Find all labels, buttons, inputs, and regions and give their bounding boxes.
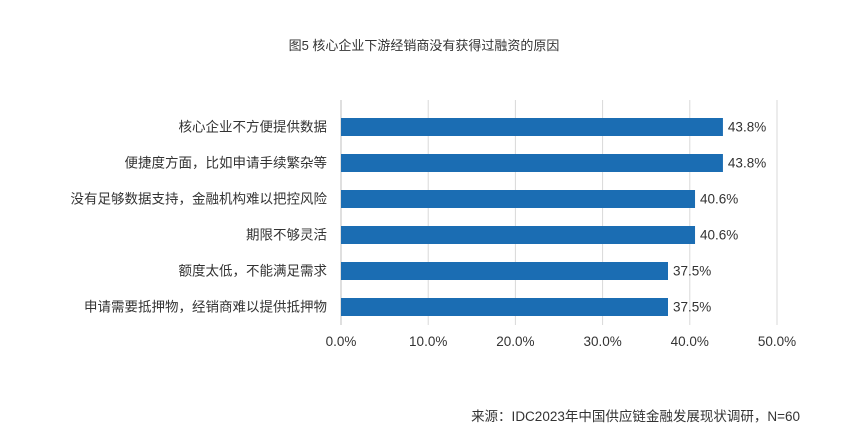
category-label: 期限不够灵活	[246, 228, 327, 243]
category-label: 核心企业不方便提供数据	[179, 119, 328, 135]
x-tick-label: 10.0%	[409, 334, 447, 349]
chart-title: 图5 核心企业下游经销商没有获得过融资的原因	[289, 38, 560, 53]
bars	[341, 118, 723, 316]
bar	[341, 226, 696, 244]
x-tick-label: 40.0%	[671, 334, 709, 349]
labels: 0.0% 10.0% 20.0% 30.0% 40.0% 50.0% 核心企业不方便提供数据…	[71, 119, 797, 350]
bar	[341, 190, 696, 208]
category-label: 额度太低，不能满足需求	[179, 264, 328, 279]
gridlines	[340, 100, 778, 325]
data-label: 37.5%	[673, 300, 711, 315]
data-label: 40.6%	[700, 228, 738, 243]
source-note: 来源：IDC2023年中国供应链金融发展现状调研，N=60	[471, 408, 800, 424]
x-tick-label: 20.0%	[496, 334, 534, 349]
bar	[341, 298, 668, 316]
bar	[341, 154, 723, 172]
category-label: 申请需要抵押物，经销商难以提供抵押物	[84, 300, 327, 315]
x-tick-label: 30.0%	[583, 334, 621, 349]
data-label: 40.6%	[700, 192, 738, 207]
data-label: 37.5%	[673, 264, 711, 279]
data-label: 43.8%	[728, 156, 766, 171]
bar	[341, 262, 668, 280]
category-label: 没有足够数据支持，金融机构难以把控风险	[71, 192, 328, 207]
x-tick-label: 0.0%	[326, 334, 357, 349]
x-tick-label: 50.0%	[758, 334, 796, 349]
bar	[341, 118, 723, 136]
category-label: 便捷度方面，比如申请手续繁杂等	[125, 155, 328, 171]
data-label: 43.8%	[728, 120, 766, 135]
